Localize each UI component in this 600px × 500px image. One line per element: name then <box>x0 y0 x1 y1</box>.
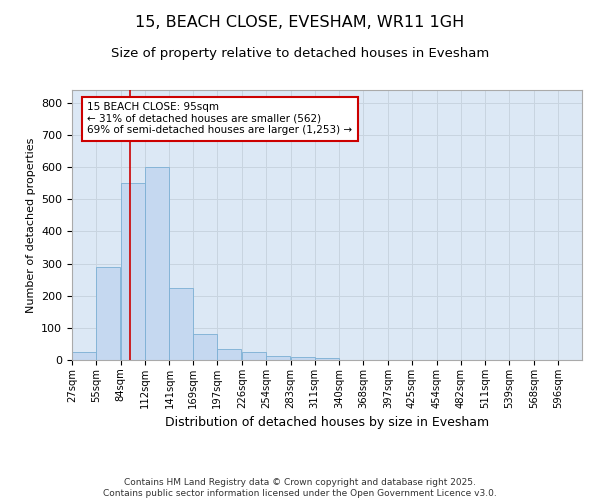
Bar <box>314 358 338 360</box>
Bar <box>193 334 217 360</box>
Text: Size of property relative to detached houses in Evesham: Size of property relative to detached ho… <box>111 48 489 60</box>
Bar <box>266 356 290 360</box>
Bar <box>72 352 96 360</box>
Text: 15, BEACH CLOSE, EVESHAM, WR11 1GH: 15, BEACH CLOSE, EVESHAM, WR11 1GH <box>136 15 464 30</box>
Bar <box>242 352 266 360</box>
Bar <box>217 349 241 360</box>
Bar <box>290 358 314 360</box>
Bar <box>169 288 193 360</box>
Text: 15 BEACH CLOSE: 95sqm
← 31% of detached houses are smaller (562)
69% of semi-det: 15 BEACH CLOSE: 95sqm ← 31% of detached … <box>88 102 352 136</box>
Bar <box>96 267 120 360</box>
Bar <box>121 183 145 360</box>
Bar <box>145 167 169 360</box>
Text: Contains HM Land Registry data © Crown copyright and database right 2025.
Contai: Contains HM Land Registry data © Crown c… <box>103 478 497 498</box>
Y-axis label: Number of detached properties: Number of detached properties <box>26 138 35 312</box>
X-axis label: Distribution of detached houses by size in Evesham: Distribution of detached houses by size … <box>165 416 489 430</box>
